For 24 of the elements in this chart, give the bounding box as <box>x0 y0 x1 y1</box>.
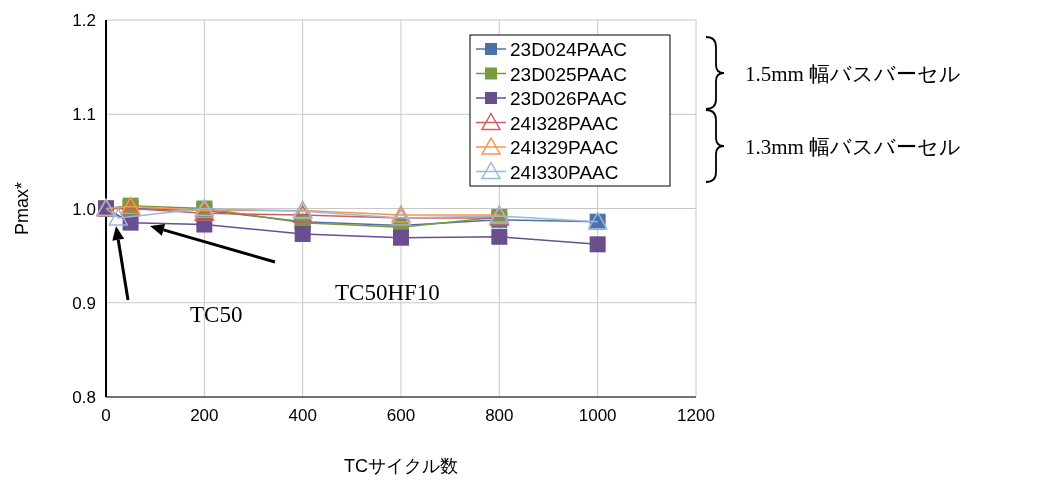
text: 1.5mm 幅バスバーセル <box>745 62 962 86</box>
x-tick-label: 200 <box>190 406 219 425</box>
y-tick-label: 1.0 <box>72 199 96 219</box>
legend-label: 23D024PAAC <box>510 39 627 60</box>
legend-label: 23D026PAAC <box>510 88 627 109</box>
annotation: TC50HF10 <box>335 280 440 305</box>
x-tick-label: 0 <box>101 406 111 425</box>
y-tick-label: 0.9 <box>72 293 96 313</box>
legend-label: 24I328PAAC <box>510 112 619 134</box>
y-tick-label: 1.1 <box>72 105 96 125</box>
y-axis-title: Pmax* <box>12 181 32 236</box>
legend-label: 24I329PAAC <box>510 137 619 158</box>
x-axis-title: TCサイクル数 <box>344 456 458 476</box>
x-tick-label: 600 <box>386 406 416 425</box>
x-tick-label: 1000 <box>578 406 617 425</box>
x-tick-label: 400 <box>288 406 317 425</box>
text: 1.3mm 幅バスバーセル <box>745 135 962 159</box>
legend-label: 23D025PAAC <box>510 63 627 85</box>
annotation: TC50 <box>190 302 243 327</box>
x-tick-label: 800 <box>485 406 514 425</box>
y-tick-label: 1.2 <box>72 11 96 30</box>
x-tick-label: 1200 <box>677 406 715 425</box>
legend-label: 24I330PAAC <box>510 161 619 183</box>
y-tick-label: 0.8 <box>72 388 96 407</box>
